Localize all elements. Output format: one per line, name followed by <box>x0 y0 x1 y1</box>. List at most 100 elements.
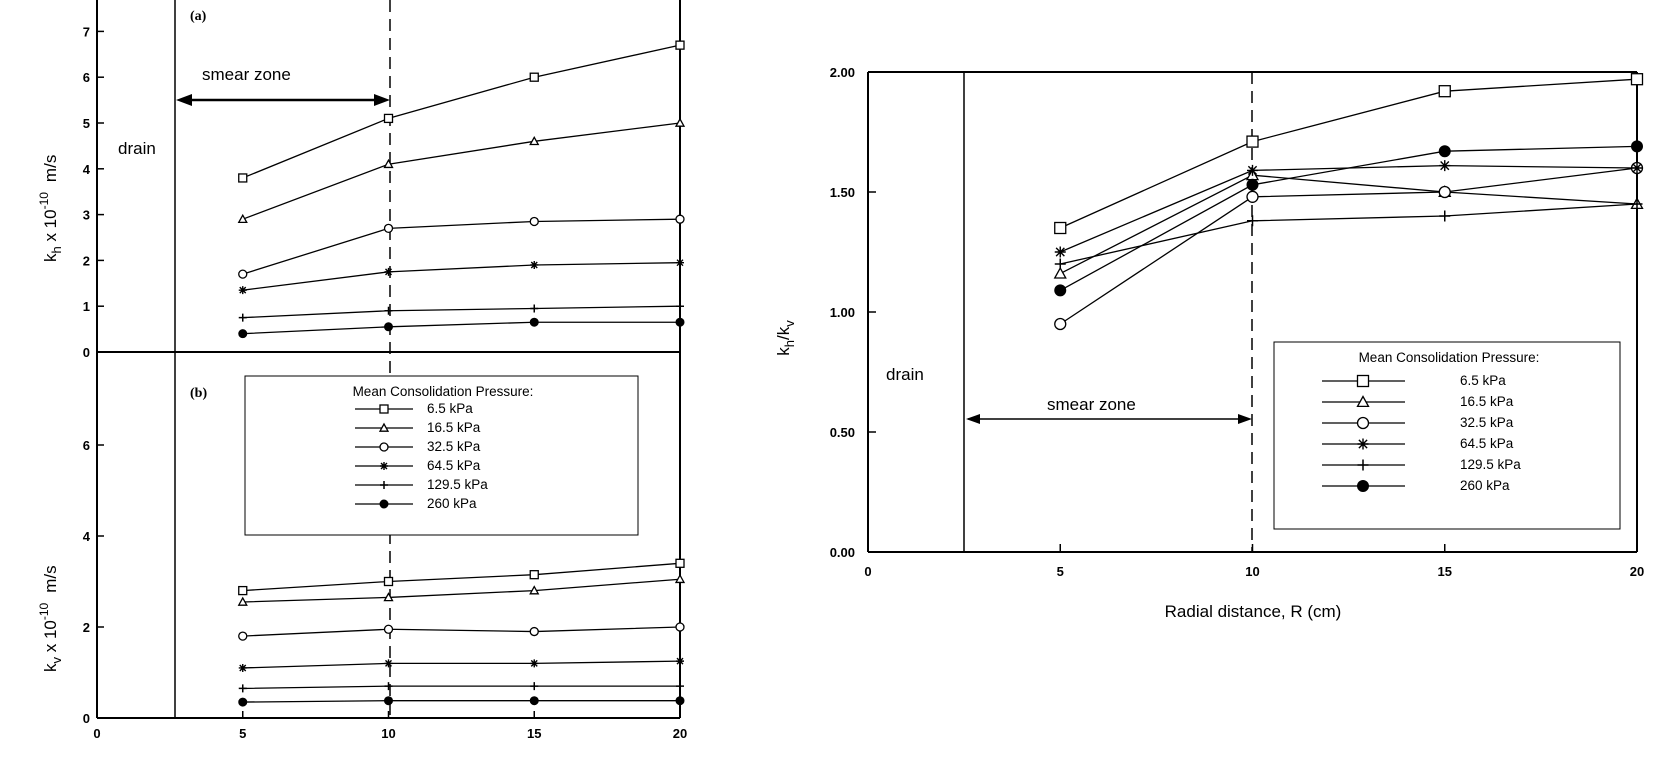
panel-b-point-5-3 <box>675 696 685 706</box>
panel-b-point-2-3 <box>675 622 685 632</box>
panel-a-point-3-0 <box>238 286 247 295</box>
panel-b-series-line-2 <box>242 626 681 637</box>
legend-r-title: Mean Consolidation Pressure: <box>1359 350 1540 365</box>
panel-a-series-line-2 <box>242 218 681 275</box>
panel-b-point-2-0 <box>238 631 248 641</box>
legend-b-marker-4 <box>380 481 388 489</box>
panel-a-series <box>237 40 686 339</box>
smear-zone-arrow-r <box>966 414 1252 424</box>
legend-b-entry-4: 129.5 kPa <box>427 477 488 492</box>
panel-b-point-2-1 <box>383 624 394 634</box>
legend-b-entry-2: 32.5 kPa <box>427 439 481 454</box>
panel-b-point-4-0 <box>238 684 247 693</box>
right-xtick-4: 20 <box>1630 564 1644 579</box>
panel-b-point-1-3 <box>674 573 686 584</box>
panel-b-xtick-0: 0 <box>93 726 100 741</box>
panel-a-ytick-0: 0 <box>83 345 90 360</box>
right-axes: 0.00 0.50 1.00 1.50 2.00 0 5 10 15 20 <box>830 65 1645 579</box>
legend-r-marker-0 <box>1356 374 1370 388</box>
panel-a-point-2-0 <box>238 269 248 279</box>
right-point-2-1 <box>1246 190 1259 203</box>
panel-a-series-line-4 <box>242 305 681 319</box>
panel-a-point-2-2 <box>529 216 539 227</box>
legend-r-marker-5 <box>1357 480 1369 492</box>
legend-b-marker-3 <box>380 462 388 470</box>
right-series <box>1053 73 1644 331</box>
right-point-3-1 <box>1247 164 1258 176</box>
legend-r-marker-2 <box>1356 416 1370 430</box>
right-ytick-3: 1.50 <box>830 185 855 200</box>
legend-b-entry-5: 260 kPa <box>427 496 477 511</box>
right-point-0-1 <box>1246 135 1259 148</box>
panel-a-point-2-3 <box>675 214 685 224</box>
panel-b-point-2-2 <box>529 626 539 637</box>
panel-a-series-line-1 <box>242 122 681 220</box>
panel-b-xtick-1: 5 <box>239 726 246 741</box>
right-point-5-1 <box>1246 178 1259 191</box>
panel-b-point-0-3 <box>675 558 685 568</box>
right-series-line-2 <box>1059 167 1638 325</box>
panel-a-ytick-5: 5 <box>83 116 90 131</box>
panel-a-point-0-2 <box>529 72 539 82</box>
right-xtick-3: 15 <box>1438 564 1452 579</box>
right-ytick-2: 1.00 <box>830 305 855 320</box>
right-point-2-0 <box>1054 317 1067 331</box>
panel-a-point-3-2 <box>530 260 539 269</box>
panel-b-xtick-2: 10 <box>381 726 395 741</box>
legend-b-marker-0 <box>379 404 389 414</box>
right-series-line-0 <box>1059 78 1638 229</box>
right-xlabel: Radial distance, R (cm) <box>1165 602 1342 621</box>
legend-right: Mean Consolidation Pressure: 6.5 kPa 16.5… <box>1273 341 1621 530</box>
panel-b-ytick-0: 0 <box>83 711 90 726</box>
smear-zone-label-a: smear zone <box>202 65 291 84</box>
panel-b-series <box>237 558 686 707</box>
legend-b-entry-0: 6.5 kPa <box>427 401 473 416</box>
right-series-line-5 <box>1059 145 1638 291</box>
panel-a-series-line-0 <box>242 44 681 179</box>
panel-b-point-3-0 <box>238 663 247 672</box>
panel-a-point-4-2 <box>530 304 539 313</box>
right-point-5-3 <box>1631 140 1643 153</box>
panel-b-ytick-1: 2 <box>83 620 90 635</box>
panel-a-point-1-2 <box>529 135 540 146</box>
legend-r-entry-3: 64.5 kPa <box>1460 436 1514 451</box>
panel-b-series-line-1 <box>242 578 681 603</box>
panel-a-ytick-7: 7 <box>83 24 90 39</box>
panel-b-series-line-0 <box>242 562 681 592</box>
right-point-5-2 <box>1438 145 1451 158</box>
panel-a-series-line-3 <box>242 262 681 291</box>
panel-b-series-line-4 <box>242 685 680 690</box>
panel-b-point-3-2 <box>530 659 539 668</box>
legend-b-marker-2 <box>379 442 389 452</box>
panel-a-point-1-0 <box>237 213 248 224</box>
smear-zone-label-r: smear zone <box>1047 395 1136 414</box>
panel-a-point-5-2 <box>529 317 539 327</box>
right-point-4-1 <box>1247 215 1258 227</box>
right-ytick-1: 0.50 <box>830 425 855 440</box>
panel-b-axes: 024605101520Radial distance, R (cm) <box>83 438 687 760</box>
panel-b-point-1-0 <box>237 596 248 606</box>
right-ytick-0: 0.00 <box>830 545 855 560</box>
panel-a-point-5-3 <box>675 317 685 327</box>
panel-a-point-3-3 <box>676 258 684 267</box>
right-point-3-2 <box>1439 160 1451 172</box>
panel-a-ytick-4: 4 <box>83 162 91 177</box>
panel-b-point-0-1 <box>383 576 394 587</box>
panel-a-series-line-5 <box>242 321 680 335</box>
panel-a-ytick-6: 6 <box>83 70 90 85</box>
panel-a-ytick-2: 2 <box>83 253 90 268</box>
panel-b-series-line-5 <box>242 700 680 703</box>
panel-b-point-5-2 <box>529 696 539 706</box>
right-point-0-3 <box>1630 73 1644 86</box>
panel-a-point-1-1 <box>383 158 394 169</box>
left-plot-frame <box>96 0 681 719</box>
panel-a-point-1-3 <box>674 117 686 127</box>
panel-b-point-4-1 <box>384 682 393 691</box>
right-ytick-4: 2.00 <box>830 65 855 80</box>
panel-a-point-3-1 <box>384 267 393 276</box>
panel-b-series-line-3 <box>242 660 681 669</box>
panel-b-point-4-2 <box>530 682 539 691</box>
legend-r-marker-3 <box>1357 438 1369 450</box>
legend-r-marker-4 <box>1357 459 1369 471</box>
